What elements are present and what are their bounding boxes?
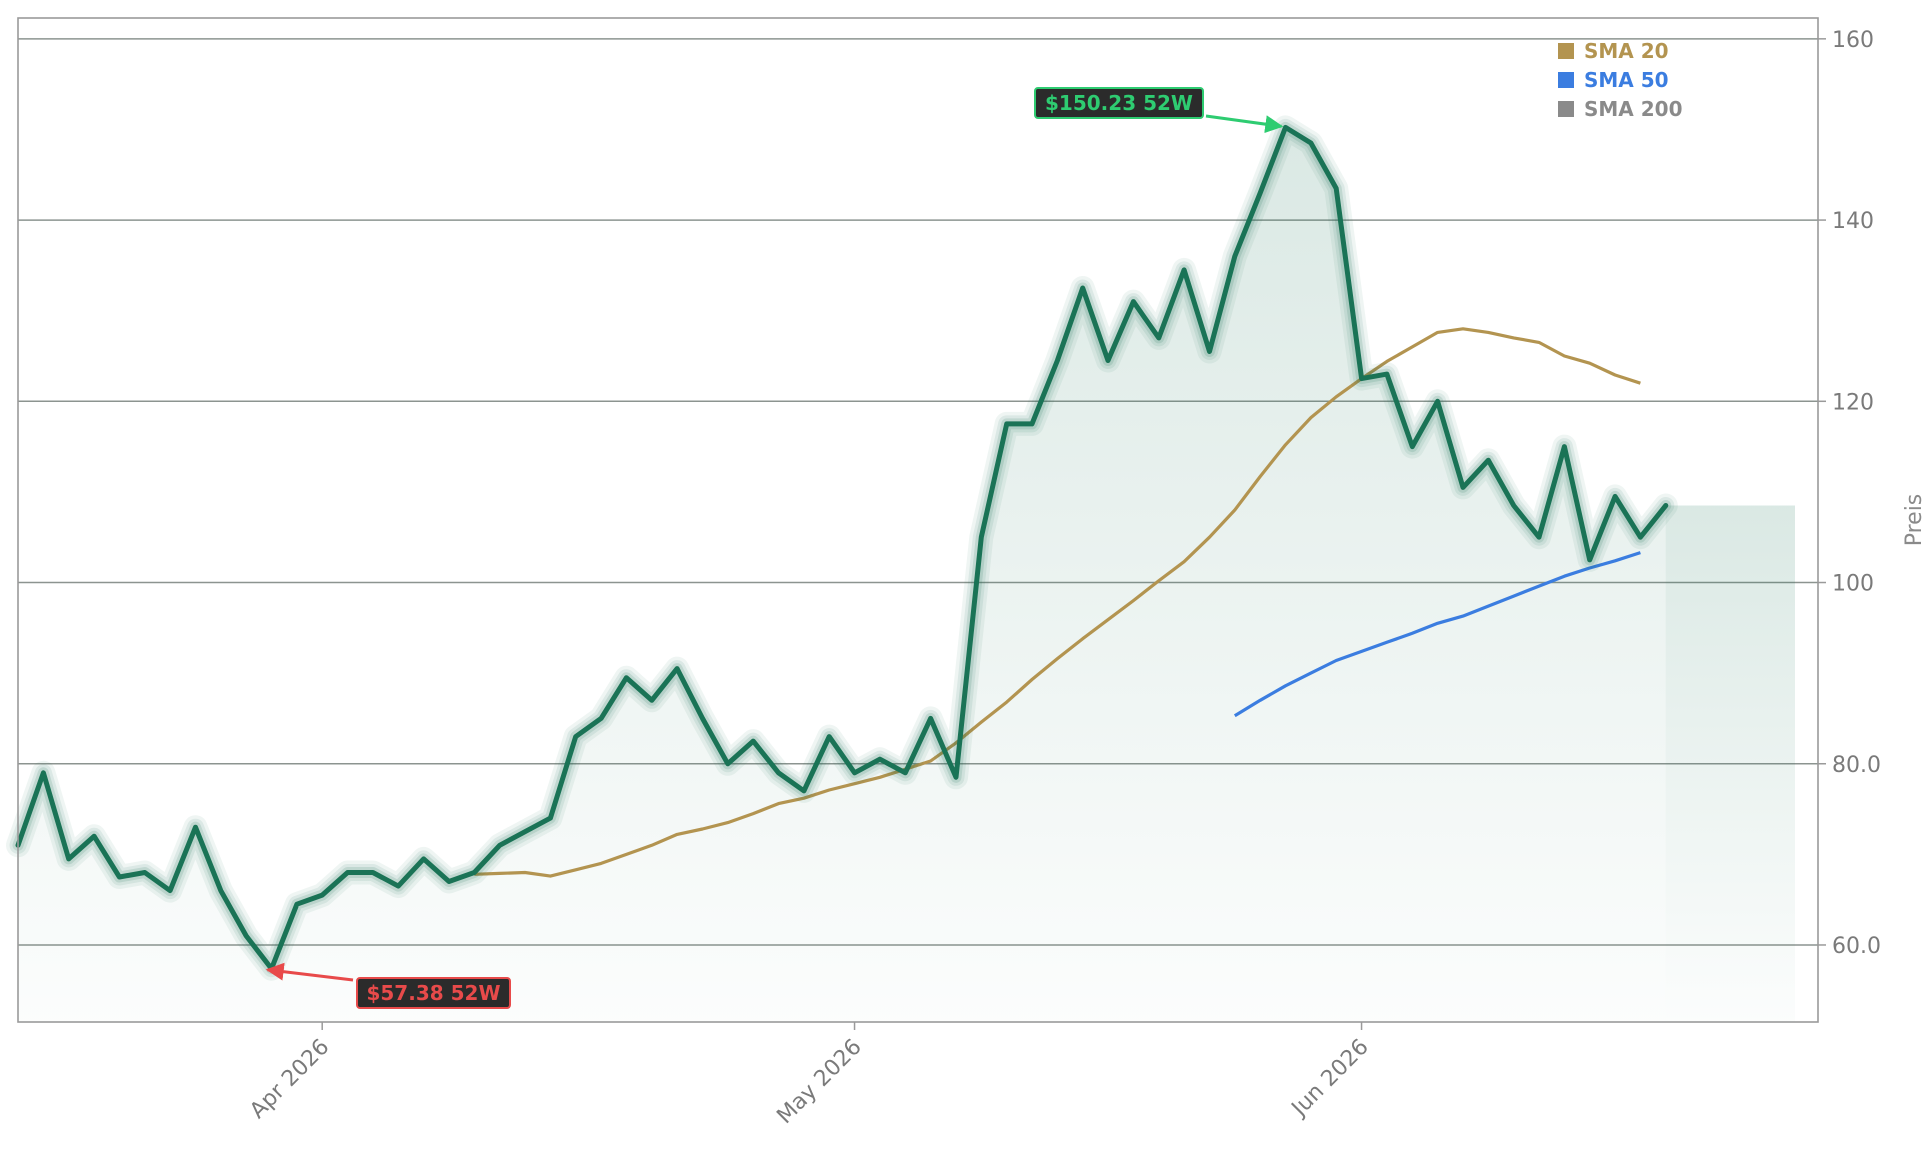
annotation-arrow bbox=[265, 962, 354, 982]
annotation-arrow bbox=[1205, 114, 1284, 134]
price-line bbox=[15, 124, 1669, 972]
annotation-label: $150.23 52W bbox=[1045, 91, 1193, 115]
legend-swatch bbox=[1558, 101, 1574, 117]
legend-swatch bbox=[1558, 43, 1574, 59]
x-tick-label: Jun 2026 bbox=[1286, 1035, 1374, 1123]
series-line-sma-50 bbox=[1233, 551, 1641, 718]
y-tick-label: 140 bbox=[1832, 209, 1874, 234]
x-tick-label: Apr 2026 bbox=[245, 1035, 334, 1124]
y-tick-label: 80.0 bbox=[1832, 753, 1881, 778]
y-tick-label: 100 bbox=[1832, 572, 1874, 597]
price-area bbox=[18, 127, 1666, 1022]
annotation-box bbox=[1034, 87, 1204, 119]
lines-layer bbox=[6, 115, 1678, 981]
y-axis-title: Preis bbox=[1902, 494, 1927, 547]
annotation-label: $57.38 52W bbox=[366, 981, 500, 1005]
plot-frame bbox=[17, 17, 1819, 1023]
legend-label: SMA 20 bbox=[1584, 39, 1669, 63]
annotation-52w-low: $57.38 52W bbox=[265, 962, 511, 1009]
price-area-layer bbox=[18, 127, 1795, 1022]
x-tick-label: May 2026 bbox=[772, 1035, 866, 1129]
last-price-band bbox=[1665, 505, 1795, 1022]
legend: SMA 20 SMA 50 SMA 200 bbox=[1558, 39, 1683, 121]
annotation-box bbox=[356, 977, 511, 1009]
legend-label: SMA 200 bbox=[1584, 97, 1683, 121]
y-tick-label: 60.0 bbox=[1832, 934, 1881, 959]
legend-item: SMA 50 bbox=[1558, 68, 1669, 92]
y-tick-label: 160 bbox=[1832, 28, 1874, 53]
y-tick-label: 120 bbox=[1832, 390, 1874, 415]
legend-item: SMA 200 bbox=[1558, 97, 1683, 121]
annotation-52w-high: $150.23 52W bbox=[1034, 87, 1284, 134]
series-line-sma-20 bbox=[474, 327, 1641, 878]
annotations-layer: $150.23 52W $57.38 52W bbox=[265, 87, 1284, 1009]
legend-swatch bbox=[1558, 72, 1574, 88]
legend-label: SMA 50 bbox=[1584, 68, 1669, 92]
legend-item: SMA 20 bbox=[1558, 39, 1669, 63]
